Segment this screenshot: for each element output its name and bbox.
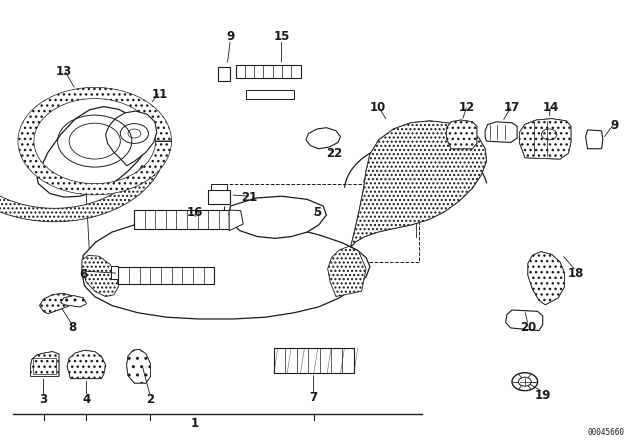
Text: 6: 6 [79,267,87,281]
Polygon shape [111,266,118,279]
Polygon shape [127,349,150,383]
Text: 00045660: 00045660 [587,428,624,437]
Polygon shape [127,349,150,383]
Text: 22: 22 [326,146,343,160]
Text: 15: 15 [273,30,290,43]
Polygon shape [106,111,157,166]
Text: 9: 9 [611,119,618,132]
Polygon shape [447,120,477,149]
Polygon shape [40,293,76,314]
Text: 14: 14 [542,101,559,114]
Polygon shape [447,120,477,149]
Text: 3: 3 [40,393,47,406]
Polygon shape [118,267,214,284]
Polygon shape [37,107,148,197]
Polygon shape [31,352,59,376]
Polygon shape [61,296,86,307]
Polygon shape [61,296,86,307]
Polygon shape [31,352,59,376]
Polygon shape [134,210,229,229]
Polygon shape [528,252,564,305]
Polygon shape [246,90,294,99]
Polygon shape [328,246,366,297]
Polygon shape [67,350,106,379]
Text: 21: 21 [241,190,258,204]
Text: 7: 7 [310,391,317,405]
Text: 17: 17 [504,101,520,114]
Polygon shape [586,130,603,149]
Text: 20: 20 [520,320,536,334]
Text: 1: 1 [191,417,199,430]
Text: 9: 9 [227,30,234,43]
Text: 5: 5 [313,206,321,220]
Text: 16: 16 [187,206,204,220]
Polygon shape [67,350,106,379]
Polygon shape [506,310,543,331]
Polygon shape [229,210,243,231]
Text: 2: 2 [147,393,154,406]
Polygon shape [82,219,370,319]
Polygon shape [274,348,354,373]
Polygon shape [520,119,571,159]
Text: 8: 8 [68,320,76,334]
Polygon shape [351,121,486,247]
Polygon shape [306,128,340,149]
Text: 18: 18 [568,267,584,280]
Polygon shape [218,67,230,81]
Polygon shape [0,166,159,222]
Polygon shape [18,87,172,195]
Polygon shape [485,122,517,142]
Polygon shape [40,293,76,314]
Text: 12: 12 [459,101,476,114]
Polygon shape [229,196,326,238]
Text: 10: 10 [369,101,386,114]
Polygon shape [236,65,301,78]
Text: 13: 13 [56,65,72,78]
Polygon shape [211,184,227,190]
Text: 19: 19 [534,388,551,402]
Text: 4: 4 [83,393,90,406]
Text: 11: 11 [152,87,168,101]
Polygon shape [82,255,118,297]
Polygon shape [520,119,571,159]
Polygon shape [528,252,564,305]
Polygon shape [351,121,486,247]
Polygon shape [208,190,230,204]
